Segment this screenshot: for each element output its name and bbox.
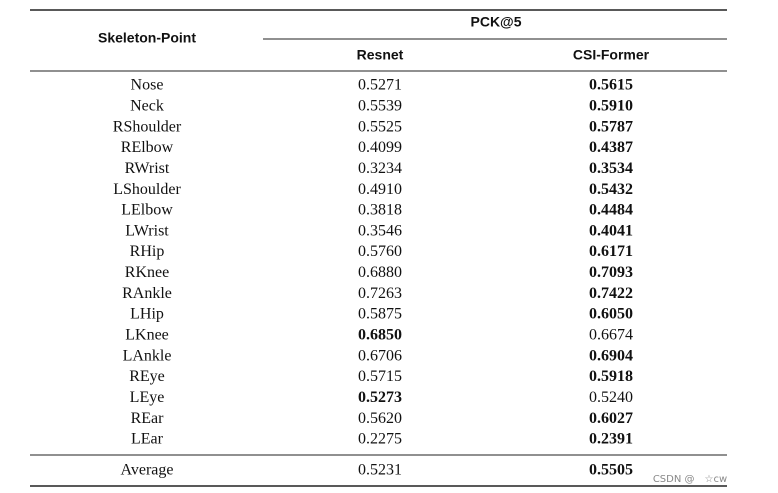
- pck-value: 0.4041: [589, 222, 633, 239]
- pck-value: 0.7263: [358, 285, 402, 302]
- pck-value: 0.5271: [358, 77, 402, 94]
- pck-value: 0.5505: [589, 462, 633, 479]
- pck-value: 0.6171: [589, 243, 633, 260]
- pck-value: 0.6027: [589, 410, 633, 427]
- pck-value: 0.5615: [589, 77, 633, 94]
- pck-value: 0.2391: [589, 431, 633, 448]
- skeleton-point: Neck: [130, 97, 164, 114]
- column-header: CSI-Former: [573, 47, 650, 63]
- column-header: Resnet: [357, 47, 404, 63]
- pck-value: 0.5918: [589, 368, 633, 385]
- pck-value: 0.4484: [589, 202, 633, 219]
- pck-value: 0.4910: [358, 181, 402, 198]
- pck-value: 0.7422: [589, 285, 633, 302]
- pck-value: 0.6904: [589, 347, 633, 364]
- skeleton-point: Nose: [131, 77, 164, 94]
- skeleton-point: RWrist: [125, 160, 170, 177]
- skeleton-point: REye: [129, 368, 165, 385]
- pck-value: 0.4099: [358, 139, 402, 156]
- pck-value: 0.7093: [589, 264, 633, 281]
- skeleton-point: RAnkle: [122, 285, 172, 302]
- pck-value: 0.6850: [358, 327, 402, 344]
- skeleton-point: LKnee: [125, 327, 169, 344]
- watermark: CSDN @ ☆cw: [653, 474, 727, 485]
- pck-value: 0.5231: [358, 462, 402, 479]
- pck-value: 0.5715: [358, 368, 402, 385]
- pck-value: 0.5525: [358, 118, 402, 135]
- skeleton-point: RElbow: [121, 139, 174, 156]
- pck-value: 0.2275: [358, 431, 402, 448]
- pck-value: 0.6706: [358, 347, 402, 364]
- row-label-header: Skeleton-Point: [98, 30, 196, 46]
- skeleton-point: LHip: [130, 306, 164, 323]
- skeleton-point: LEar: [131, 431, 164, 448]
- skeleton-point: LShoulder: [113, 181, 181, 198]
- skeleton-point: LAnkle: [123, 347, 172, 364]
- skeleton-point: RHip: [130, 243, 165, 260]
- pck-value: 0.6674: [589, 327, 633, 344]
- pck-value: 0.3818: [358, 202, 402, 219]
- skeleton-point: RShoulder: [113, 118, 182, 135]
- pck-value: 0.6050: [589, 306, 633, 323]
- pck-value: 0.5432: [589, 181, 633, 198]
- pck-value: 0.3234: [358, 160, 402, 177]
- skeleton-point: LWrist: [125, 222, 169, 239]
- pck-value: 0.6880: [358, 264, 402, 281]
- pck-value: 0.3546: [358, 222, 402, 239]
- pck-value: 0.5760: [358, 243, 402, 260]
- pck-value: 0.5273: [358, 389, 402, 406]
- skeleton-point: LElbow: [121, 202, 173, 219]
- skeleton-point: LEye: [130, 389, 165, 406]
- skeleton-point: REar: [131, 410, 165, 427]
- pck-value: 0.5539: [358, 97, 402, 114]
- pck-value: 0.5620: [358, 410, 402, 427]
- pck-value: 0.5240: [589, 389, 633, 406]
- skeleton-point: RKnee: [125, 264, 169, 281]
- skeleton-point: Average: [121, 462, 174, 479]
- pck-value: 0.5910: [589, 97, 633, 114]
- pck-value: 0.5787: [589, 118, 633, 135]
- group-header: PCK@5: [471, 14, 522, 30]
- pck-value: 0.3534: [589, 160, 633, 177]
- pck-value: 0.5875: [358, 306, 402, 323]
- pck-value: 0.4387: [589, 139, 633, 156]
